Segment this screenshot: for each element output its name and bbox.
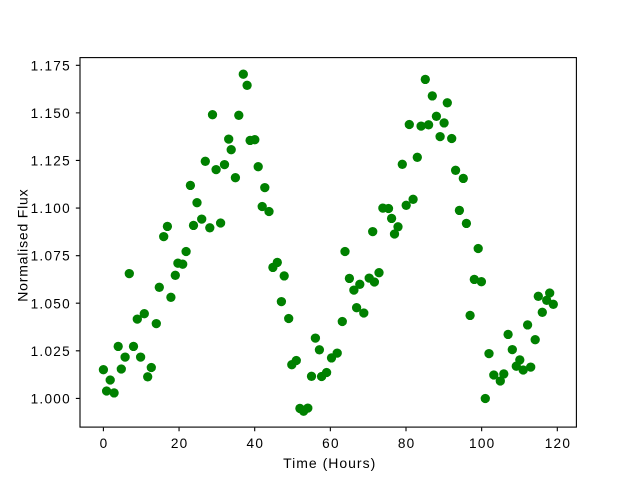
svg-text:1.050: 1.050: [31, 296, 71, 311]
svg-text:40: 40: [247, 436, 265, 451]
svg-text:1.075: 1.075: [31, 249, 71, 264]
svg-text:1.100: 1.100: [31, 201, 71, 216]
svg-text:100: 100: [469, 436, 495, 451]
svg-text:60: 60: [322, 436, 340, 451]
svg-text:1.175: 1.175: [31, 58, 71, 73]
svg-text:120: 120: [545, 436, 571, 451]
svg-text:1.025: 1.025: [31, 344, 71, 359]
svg-text:Time (Hours): Time (Hours): [283, 455, 376, 471]
svg-text:1.125: 1.125: [31, 154, 71, 169]
svg-text:80: 80: [398, 436, 416, 451]
svg-text:0: 0: [100, 436, 109, 451]
svg-text:20: 20: [171, 436, 189, 451]
svg-text:1.150: 1.150: [31, 106, 71, 121]
svg-text:1.000: 1.000: [31, 391, 71, 406]
svg-text:Normalised Flux: Normalised Flux: [14, 189, 30, 302]
